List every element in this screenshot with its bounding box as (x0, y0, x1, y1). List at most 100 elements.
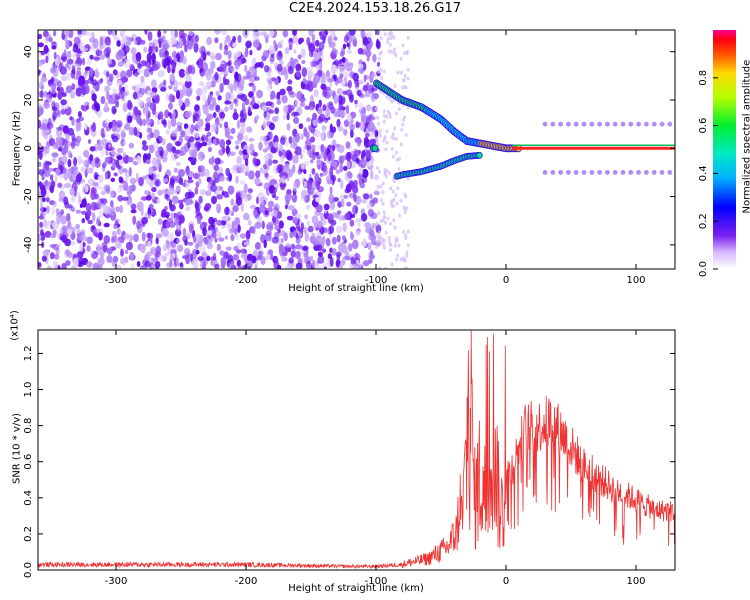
speckle-dot (193, 235, 197, 244)
speckle-dot (91, 79, 98, 86)
speckle-dot (184, 191, 192, 199)
speckle-dot (116, 155, 123, 161)
speckle-dot (342, 194, 349, 199)
speckle-dot (402, 78, 406, 83)
colorbar-ticks: 0.0 0.2 0.4 0.6 0.8 (698, 70, 718, 277)
speckle-dot (229, 151, 236, 157)
speckle-dot (93, 193, 100, 200)
speckle-dot (275, 219, 280, 225)
speckle-dot (304, 232, 310, 242)
speckle-dot (308, 43, 316, 53)
speckle-dot (305, 179, 313, 190)
spectrogram-frame (37, 29, 676, 270)
speckle-dot (152, 141, 160, 149)
speckle-dot (63, 144, 69, 154)
speckle-dot (163, 178, 169, 183)
speckle-dot (256, 196, 259, 205)
speckle-dot (95, 228, 101, 234)
snr-multiplier-label: (x10⁴) (9, 310, 21, 341)
speckle-dot (397, 107, 401, 112)
speckle-dot (213, 122, 218, 133)
speckle-dot (385, 140, 389, 145)
speckle-dot (262, 50, 269, 58)
speckle-dot (369, 130, 376, 138)
speckle-dot (179, 202, 184, 210)
speckle-dot (55, 168, 61, 175)
speckle-dot (264, 172, 269, 178)
speckle-dot (303, 169, 307, 175)
speckle-dot (382, 216, 386, 221)
colorbar-tick-label: 0.0 (698, 261, 709, 277)
speckle-dot (378, 230, 382, 235)
sideband-dot (636, 121, 641, 127)
speckle-dot (198, 195, 203, 204)
speckle-dot (38, 233, 42, 242)
speckle-dot (292, 155, 298, 164)
speckle-dot (150, 186, 157, 193)
speckle-dot (224, 44, 229, 52)
speckle-dot (56, 137, 63, 147)
speckle-dot (115, 100, 119, 108)
speckle-dot (175, 175, 182, 184)
colorbar-tick-label: 0.6 (698, 118, 709, 134)
speckle-dot (137, 69, 143, 74)
speckle-dot (382, 109, 386, 114)
speckle-dot (393, 243, 397, 248)
speckle-dot (321, 125, 327, 131)
speckle-dot (38, 109, 42, 118)
speckle-dot (356, 259, 360, 264)
speckle-dot (356, 173, 363, 180)
speckle-dot (321, 131, 325, 142)
speckle-dot (215, 90, 220, 97)
speckle-dot (40, 212, 44, 218)
speckle-dot (145, 195, 152, 201)
speckle-dot (235, 195, 243, 206)
speckle-dot (126, 185, 133, 195)
sideband-dot (612, 121, 618, 127)
speckle-dot (403, 74, 407, 78)
speckle-dot (384, 220, 387, 225)
speckle-dot (112, 88, 118, 94)
speckle-dot (331, 47, 337, 55)
y-tick-label: 0.6 (23, 454, 34, 470)
speckle-dot (53, 253, 60, 260)
spectrogram-panel: -300 -200 -100 0 100 40 20 0 -20 -40 (23, 29, 676, 286)
speckle-dot (155, 173, 160, 179)
speckle-dot (383, 136, 387, 141)
speckle-dot (219, 123, 223, 128)
y-tick-label: 0.0 (23, 562, 34, 578)
speckle-dot (263, 111, 267, 118)
speckle-dot (357, 67, 364, 74)
speckle-dot (236, 119, 241, 129)
speckle-dot (237, 133, 244, 141)
speckle-dot (311, 186, 315, 196)
speckle-dot (305, 131, 310, 140)
speckle-dot (276, 99, 282, 105)
speckle-dot (78, 34, 82, 39)
speckle-dot (50, 76, 55, 83)
speckle-dot (401, 122, 405, 127)
speckle-dot (110, 206, 115, 216)
speckle-dot (262, 120, 267, 129)
speckle-dot (225, 35, 231, 43)
speckle-dot (193, 172, 200, 180)
speckle-dot (389, 248, 392, 252)
speckle-dot (363, 139, 371, 148)
y-tick-label: 0.4 (23, 490, 34, 506)
speckle-dot (309, 150, 313, 159)
speckle-dot (116, 120, 123, 128)
speckle-dot (166, 243, 170, 249)
speckle-dot (194, 187, 199, 195)
speckle-dot (405, 51, 409, 56)
speckle-dot (366, 149, 371, 159)
speckle-dot (40, 123, 48, 130)
speckle-dot (117, 91, 125, 99)
speckle-dot (148, 65, 153, 73)
speckle-dot (122, 102, 128, 113)
speckle-dot (120, 70, 127, 80)
speckle-dot (225, 139, 232, 146)
speckle-dot (288, 257, 294, 264)
speckle-dot (300, 48, 306, 58)
speckle-dot (349, 30, 356, 36)
speckle-dot (177, 199, 184, 204)
